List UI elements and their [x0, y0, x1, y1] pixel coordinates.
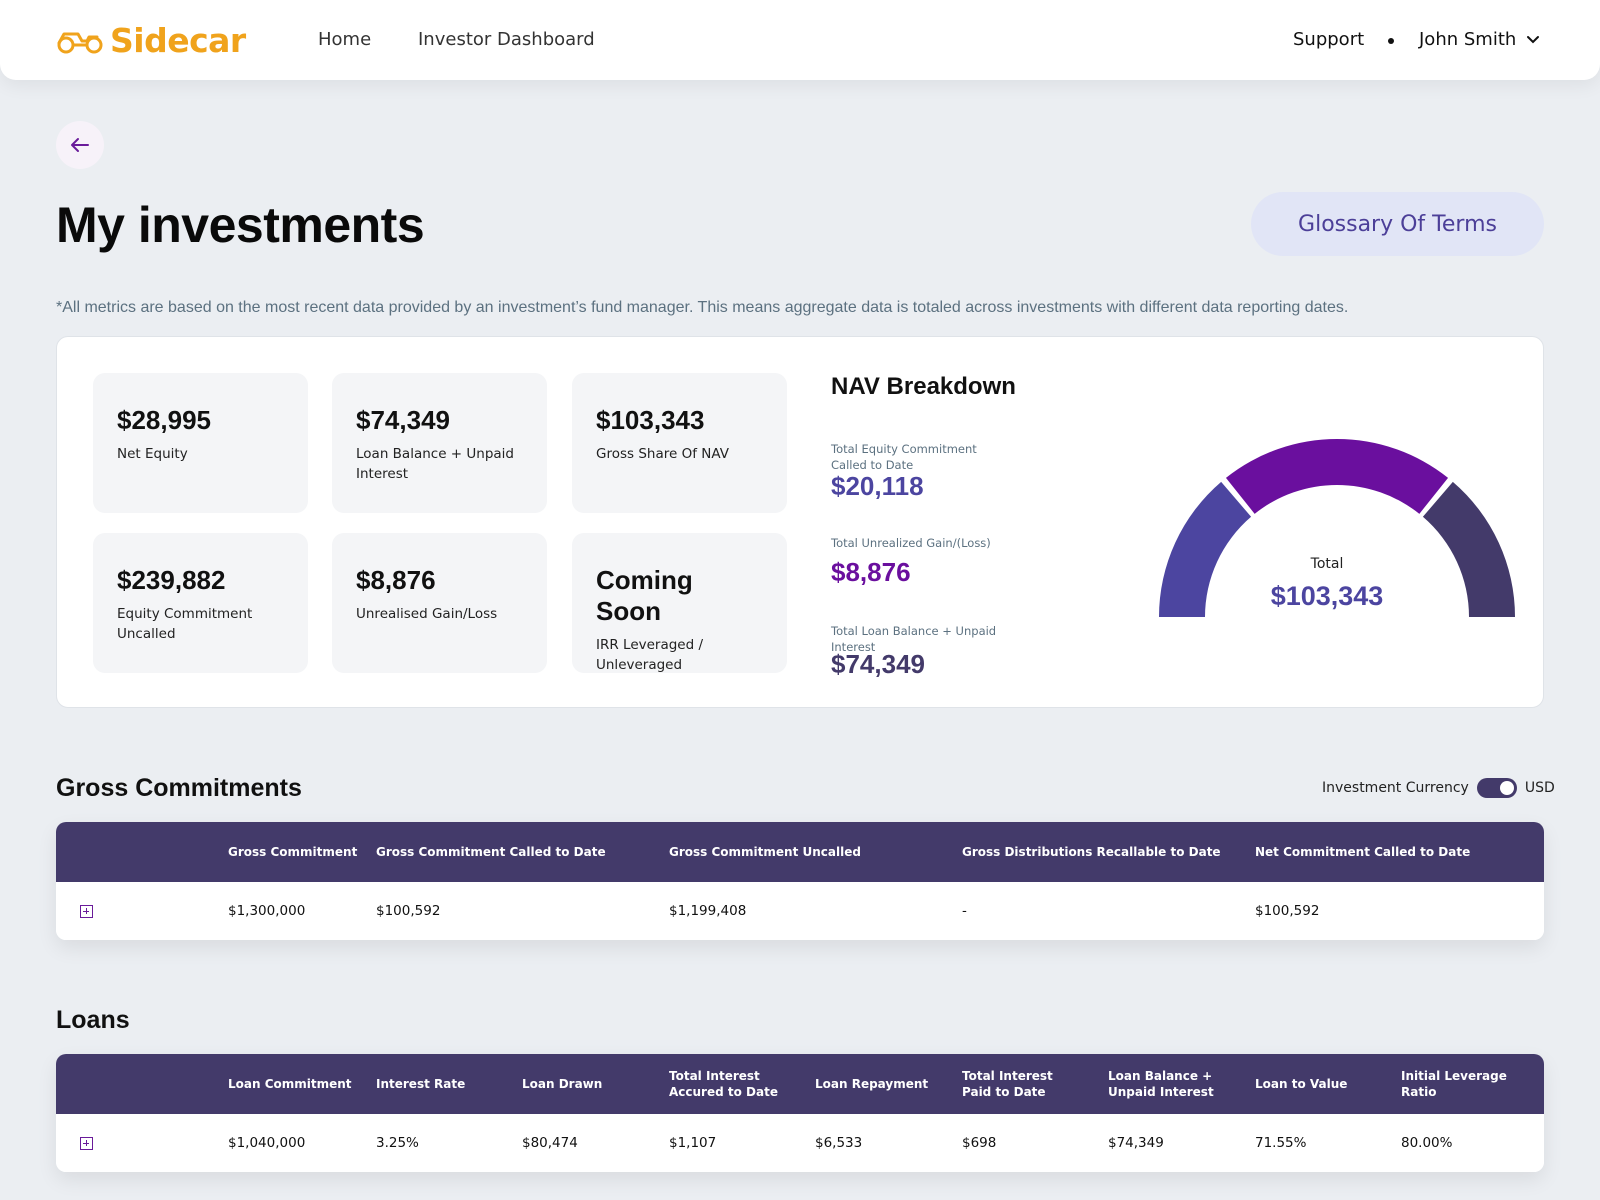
nav-loan-label: Total Loan Balance + Unpaid Interest — [831, 624, 997, 654]
table-cell: 80.00% — [1401, 1135, 1453, 1151]
column-header: Loan Drawn — [522, 1077, 603, 1091]
metric-irr: Coming Soon IRR Leveraged / Unleveraged — [572, 533, 787, 673]
column-header: Loan Repayment — [815, 1077, 929, 1091]
metric-label: Gross Share Of NAV — [596, 446, 729, 462]
expand-row-icon[interactable] — [80, 905, 93, 918]
logo[interactable]: Sidecar — [56, 18, 246, 62]
nav-equity-label: Total Equity Commitment Called to Date — [831, 442, 977, 472]
arrow-left-icon — [71, 138, 89, 152]
nav-gain-label: Total Unrealized Gain/(Loss) — [831, 536, 991, 550]
table-cell: $1,300,000 — [228, 903, 306, 919]
table-cell: $1,107 — [669, 1135, 717, 1151]
currency-toggle-group: Investment Currency USD — [1322, 778, 1555, 798]
table-cell: $6,533 — [815, 1135, 863, 1151]
glossary-button[interactable]: Glossary Of Terms — [1251, 192, 1544, 256]
column-header: Gross Commitment Uncalled — [669, 845, 861, 859]
currency-toggle[interactable] — [1476, 778, 1517, 798]
nav-equity-value: $20,118 — [831, 471, 924, 501]
metric-loan-balance: $74,349 Loan Balance + Unpaid Interest — [332, 373, 547, 513]
column-header: Total Interest Accured to Date — [669, 1069, 778, 1099]
nav-breakdown-title: NAV Breakdown — [831, 373, 1016, 400]
top-navigation-bar: Sidecar Home Investor Dashboard Support … — [0, 0, 1600, 80]
loans-title: Loans — [56, 1006, 130, 1034]
nav-breakdown-gauge — [1159, 439, 1515, 617]
chevron-down-icon — [1527, 35, 1540, 43]
metric-gross-share-nav: $103,343 Gross Share Of NAV — [572, 373, 787, 513]
metric-value: $28,995 — [117, 405, 211, 435]
nav-gain-value: $8,876 — [831, 557, 911, 587]
gauge-total-value: $103,343 — [1270, 581, 1384, 611]
loans-table: Loan Commitment Interest Rate Loan Drawn… — [56, 1054, 1544, 1172]
currency-value: USD — [1524, 780, 1555, 796]
metric-label: Net Equity — [117, 446, 188, 462]
column-header: Gross Distributions Recallable to Date — [962, 845, 1221, 859]
column-header: Total Interest Paid to Date — [962, 1069, 1053, 1099]
column-header: Gross Commitment Called to Date — [376, 845, 606, 859]
column-header: Loan Commitment — [228, 1077, 352, 1091]
column-header: Net Commitment Called to Date — [1255, 845, 1471, 859]
metric-value: $239,882 — [117, 565, 226, 595]
user-name: John Smith — [1419, 29, 1517, 50]
metric-label: Equity Commitment Uncalled — [117, 606, 253, 642]
table-cell: $100,592 — [376, 903, 441, 919]
nav-loan-value: $74,349 — [831, 649, 925, 679]
gross-commitments-title: Gross Commitments — [56, 774, 302, 802]
table-cell: 71.55% — [1255, 1135, 1307, 1151]
nav-home[interactable]: Home — [318, 29, 372, 50]
metric-value: $8,876 — [356, 565, 436, 595]
summary-card: $28,995 Net Equity $74,349 Loan Balance … — [56, 336, 1544, 708]
toggle-knob — [1499, 781, 1514, 795]
metric-unrealised-gain: $8,876 Unrealised Gain/Loss — [332, 533, 547, 673]
gauge-segment-gain — [1225, 439, 1449, 514]
table-row: $1,300,000 $100,592 $1,199,408 - $100,59… — [56, 882, 1544, 940]
table-cell: $1,199,408 — [669, 903, 747, 919]
column-header: Initial Leverage Ratio — [1401, 1069, 1507, 1099]
metric-value: Coming Soon — [596, 565, 693, 626]
table-row: $1,040,000 3.25% $80,474 $1,107 $6,533 $… — [56, 1114, 1544, 1172]
disclaimer-text: *All metrics are based on the most recen… — [56, 299, 1349, 316]
table-cell: $74,349 — [1108, 1135, 1164, 1151]
column-header: Interest Rate — [376, 1077, 466, 1091]
table-cell: - — [962, 903, 967, 919]
table-cell: $100,592 — [1255, 903, 1320, 919]
table-cell: 3.25% — [376, 1135, 419, 1151]
table-cell: $698 — [962, 1135, 997, 1151]
metric-label: Unrealised Gain/Loss — [356, 606, 498, 622]
table-cell: $80,474 — [522, 1135, 578, 1151]
logo-text: Sidecar — [110, 20, 246, 60]
metric-net-equity: $28,995 Net Equity — [93, 373, 308, 513]
column-header: Gross Commitment — [228, 845, 358, 859]
support-link[interactable]: Support — [1293, 29, 1365, 50]
gauge-total-label: Total — [1310, 556, 1344, 572]
expand-row-icon[interactable] — [80, 1137, 93, 1150]
metric-label: IRR Leveraged / Unleveraged — [596, 637, 704, 673]
gauge-segment-equity — [1159, 481, 1252, 617]
sidecar-logo-icon — [57, 32, 103, 54]
nav-investor-dashboard[interactable]: Investor Dashboard — [418, 29, 595, 50]
currency-label: Investment Currency — [1322, 780, 1469, 796]
table-header: Gross Commitment Gross Commitment Called… — [56, 822, 1544, 882]
metric-value: $74,349 — [356, 405, 450, 435]
back-button[interactable] — [56, 121, 104, 169]
page-title: My investments — [56, 197, 425, 253]
metric-value: $103,343 — [596, 405, 705, 435]
gross-commitments-table: Gross Commitment Gross Commitment Called… — [56, 822, 1544, 940]
table-cell: $1,040,000 — [228, 1135, 306, 1151]
table-header: Loan Commitment Interest Rate Loan Drawn… — [56, 1054, 1544, 1114]
metric-equity-uncalled: $239,882 Equity Commitment Uncalled — [93, 533, 308, 673]
user-menu[interactable]: John Smith — [1419, 29, 1540, 50]
column-header: Loan to Value — [1255, 1077, 1348, 1091]
metric-label: Loan Balance + Unpaid Interest — [356, 446, 514, 482]
separator-dot — [1388, 38, 1394, 44]
column-header: Loan Balance + Unpaid Interest — [1108, 1069, 1214, 1099]
gauge-segment-loan — [1422, 481, 1515, 617]
